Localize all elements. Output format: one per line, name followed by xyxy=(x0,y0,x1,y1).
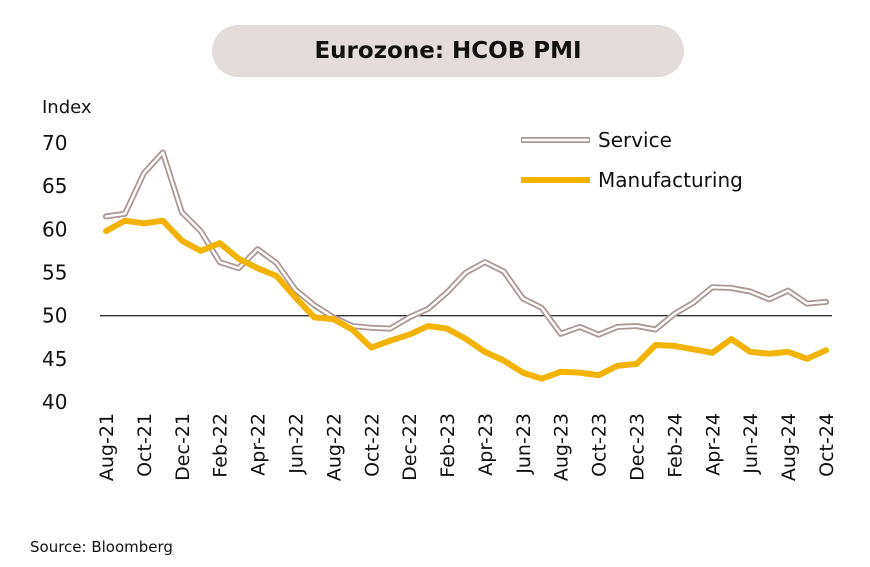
legend-label-manufacturing: Manufacturing xyxy=(598,168,743,192)
x-tick-label: Jun-22 xyxy=(285,413,307,475)
legend-label-service: Service xyxy=(598,128,672,152)
x-tick-label: Jun-23 xyxy=(513,413,535,475)
chart-title-pill: Eurozone: HCOB PMI xyxy=(212,25,684,77)
y-axis-label: Index xyxy=(42,97,92,118)
x-tick-label: Oct-21 xyxy=(134,413,156,477)
x-tick-label: Apr-24 xyxy=(702,413,724,476)
x-tick-label: Aug-24 xyxy=(778,413,800,481)
x-tick-label: Dec-23 xyxy=(627,413,649,481)
source-note: Source: Bloomberg xyxy=(30,538,173,556)
x-tick-label: Oct-22 xyxy=(361,413,383,477)
x-tick-label: Apr-23 xyxy=(475,413,497,476)
series-group xyxy=(103,149,829,382)
y-tick-label: 65 xyxy=(42,174,67,198)
x-tick-label: Dec-21 xyxy=(172,413,194,481)
x-tick-label: Aug-23 xyxy=(551,413,573,481)
series-line-service-inner xyxy=(104,151,828,336)
y-tick-label: 45 xyxy=(42,347,67,371)
y-tick-label: 60 xyxy=(42,217,67,241)
series-line-manufacturing xyxy=(103,217,829,382)
y-tick-label: 50 xyxy=(42,304,67,328)
x-tick-label: Feb-23 xyxy=(437,413,459,478)
x-axis-ticks: Aug-21 Oct-21 Dec-21 Feb-22 Apr-22 Jun-22 Aug-… xyxy=(96,413,838,481)
y-tick-label: 40 xyxy=(42,390,67,414)
y-axis-ticks: 40 45 50 55 60 65 70 xyxy=(42,131,67,414)
x-tick-label: Dec-22 xyxy=(399,413,421,481)
x-tick-label: Aug-22 xyxy=(323,413,345,481)
x-tick-label: Oct-24 xyxy=(816,413,838,477)
y-tick-label: 70 xyxy=(42,131,67,155)
legend: Service Manufacturing xyxy=(521,128,743,192)
x-tick-label: Feb-22 xyxy=(210,413,232,478)
x-tick-label: Jun-24 xyxy=(740,413,762,475)
x-tick-label: Aug-21 xyxy=(96,413,118,481)
x-tick-label: Feb-24 xyxy=(664,413,686,478)
y-tick-label: 55 xyxy=(42,261,67,285)
x-tick-label: Apr-22 xyxy=(248,413,270,476)
chart-title: Eurozone: HCOB PMI xyxy=(314,38,582,64)
x-tick-label: Oct-23 xyxy=(589,413,611,477)
